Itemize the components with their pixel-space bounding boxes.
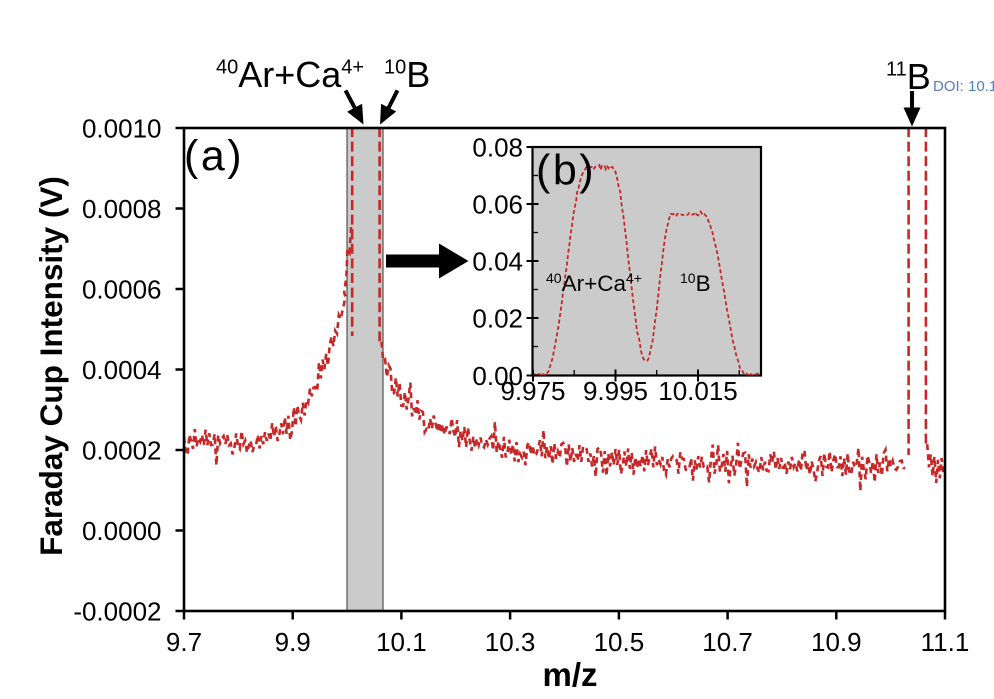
svg-text:40Ar+Ca4+: 40Ar+Ca4+ xyxy=(546,270,642,296)
svg-text:0.0010: 0.0010 xyxy=(82,114,162,144)
svg-text:11B: 11B xyxy=(886,56,931,97)
svg-text:0.0008: 0.0008 xyxy=(82,194,162,224)
svg-text:10.1: 10.1 xyxy=(376,627,427,657)
svg-text:0.06: 0.06 xyxy=(472,190,523,220)
svg-text:10.7: 10.7 xyxy=(702,627,753,657)
svg-text:0.00: 0.00 xyxy=(472,361,523,391)
svg-text:0.0002: 0.0002 xyxy=(82,436,162,466)
svg-text:9.995: 9.995 xyxy=(583,376,648,406)
svg-text:10B: 10B xyxy=(384,54,430,95)
svg-text:m/z: m/z xyxy=(542,656,597,693)
svg-text:(b): (b) xyxy=(536,147,596,195)
svg-text:0.02: 0.02 xyxy=(472,304,523,334)
svg-text:9.975: 9.975 xyxy=(500,376,565,406)
svg-text:(a): (a) xyxy=(184,132,244,180)
svg-text:9.9: 9.9 xyxy=(275,627,311,657)
svg-text:0.0004: 0.0004 xyxy=(82,355,162,385)
svg-text:Faraday Cup Intensity (V): Faraday Cup Intensity (V) xyxy=(33,176,69,556)
svg-text:10.3: 10.3 xyxy=(485,627,536,657)
svg-text:11.1: 11.1 xyxy=(921,627,970,657)
svg-text:-0.0002: -0.0002 xyxy=(73,597,161,627)
svg-text:DOI: 10.1039: DOI: 10.1039 xyxy=(933,78,994,95)
svg-text:0.08: 0.08 xyxy=(472,133,523,163)
svg-text:0.04: 0.04 xyxy=(472,247,523,277)
svg-text:10.9: 10.9 xyxy=(811,627,862,657)
svg-text:10B: 10B xyxy=(680,270,711,296)
svg-text:10.5: 10.5 xyxy=(594,627,645,657)
svg-text:0.0000: 0.0000 xyxy=(82,516,162,546)
svg-text:10.015: 10.015 xyxy=(658,376,738,406)
svg-text:9.7: 9.7 xyxy=(166,627,202,657)
svg-text:40Ar+Ca4+: 40Ar+Ca4+ xyxy=(216,54,364,95)
svg-text:0.0006: 0.0006 xyxy=(82,275,162,305)
